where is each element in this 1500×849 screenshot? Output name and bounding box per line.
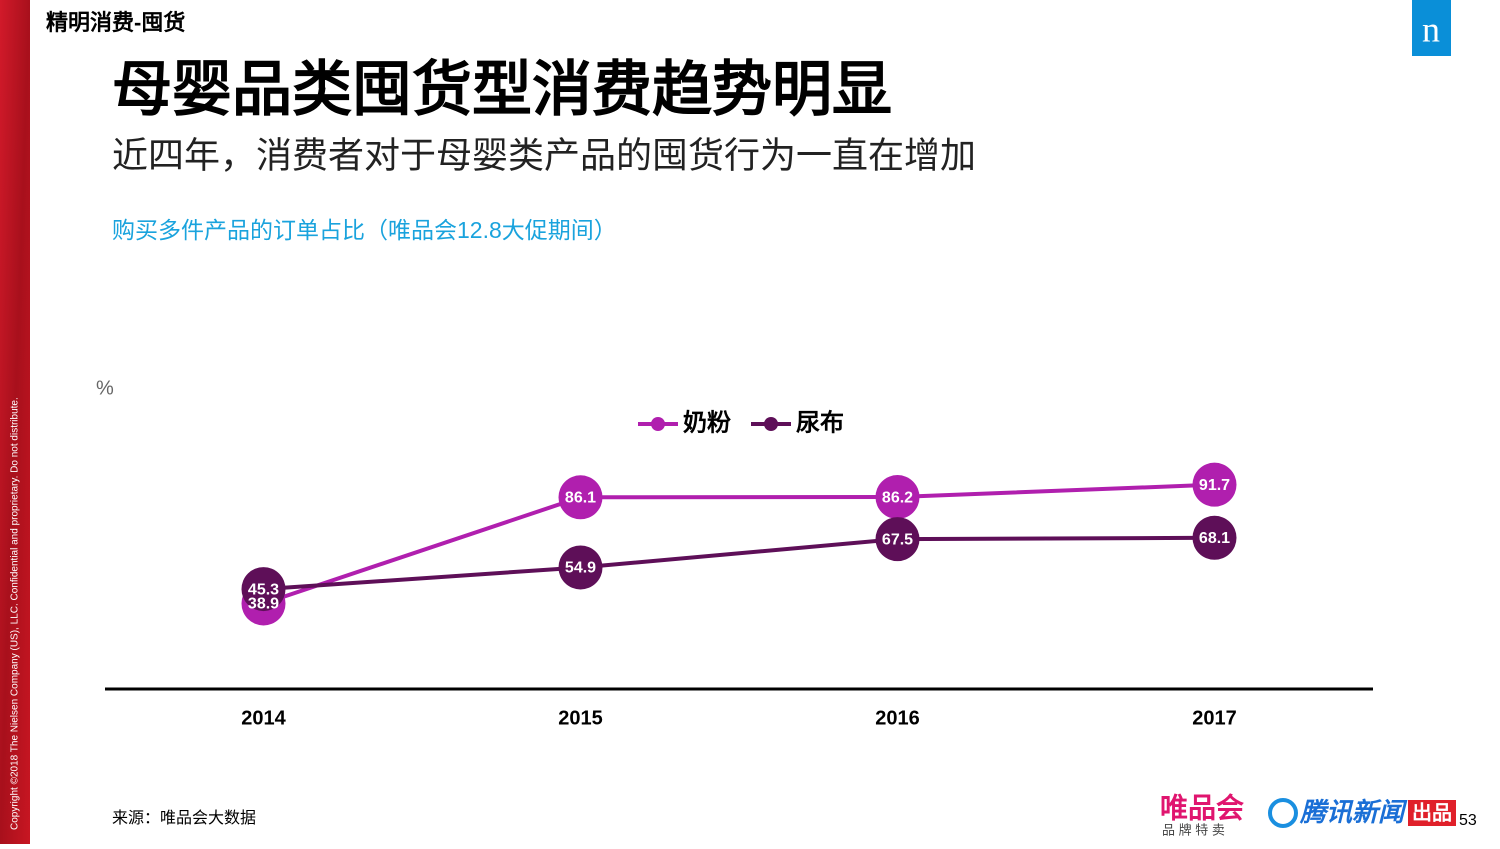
value-label: 86.1	[565, 489, 596, 506]
value-label: 86.2	[882, 489, 913, 506]
value-label: 67.5	[882, 531, 913, 548]
brand-vip: 唯品会	[1160, 792, 1244, 823]
headline: 母婴品类囤货型消费趋势明显	[112, 56, 892, 123]
series-line	[262, 482, 1215, 606]
legend-marker	[651, 417, 665, 431]
x-tick-label: 2016	[875, 707, 920, 729]
brand-vip-sub: 品 牌 特 卖	[1162, 822, 1225, 837]
point	[558, 475, 603, 520]
brand-tag: 出品	[1412, 801, 1452, 824]
legend-marker	[764, 417, 778, 431]
point	[875, 475, 920, 520]
logo-box	[1412, 0, 1451, 56]
point	[1192, 462, 1237, 507]
point	[241, 567, 286, 612]
copyright: Copyright ©2018 The Nielsen Company (US)…	[10, 397, 21, 830]
legend-label: 奶粉	[683, 409, 731, 436]
value-label: 45.3	[248, 581, 279, 598]
point	[1192, 515, 1237, 560]
page-number: 53	[1459, 812, 1477, 829]
tag-box	[1408, 800, 1456, 826]
source: 来源：唯品会大数据	[112, 809, 256, 827]
x-tick-label: 2015	[558, 707, 603, 729]
brand-qq: 腾讯新闻	[1299, 797, 1408, 827]
value-label: 91.7	[1199, 477, 1230, 494]
x-tick-label: 2014	[241, 707, 286, 729]
side-strip	[0, 0, 30, 844]
value-label: 68.1	[1199, 530, 1230, 547]
value-label: 54.9	[565, 560, 596, 577]
logo: n	[1422, 9, 1440, 49]
section-label: 精明消费-囤货	[46, 10, 185, 35]
brand-icon	[1268, 798, 1298, 828]
subheadline: 近四年，消费者对于母婴类产品的囤货行为一直在增加	[112, 135, 976, 176]
x-tick-label: 2017	[1192, 707, 1237, 729]
value-label: 38.9	[248, 596, 279, 613]
chart-caption: 购买多件产品的订单占比（唯品会12.8大促期间）	[112, 217, 617, 243]
series-line	[263, 535, 1215, 592]
point	[875, 517, 920, 562]
y-unit: %	[96, 377, 114, 399]
point	[558, 545, 603, 590]
legend-label: 尿布	[796, 408, 844, 436]
